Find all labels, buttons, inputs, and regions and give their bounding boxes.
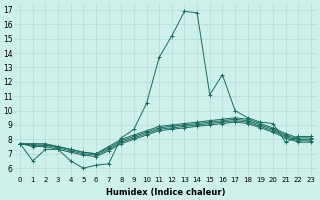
X-axis label: Humidex (Indice chaleur): Humidex (Indice chaleur) bbox=[106, 188, 225, 197]
